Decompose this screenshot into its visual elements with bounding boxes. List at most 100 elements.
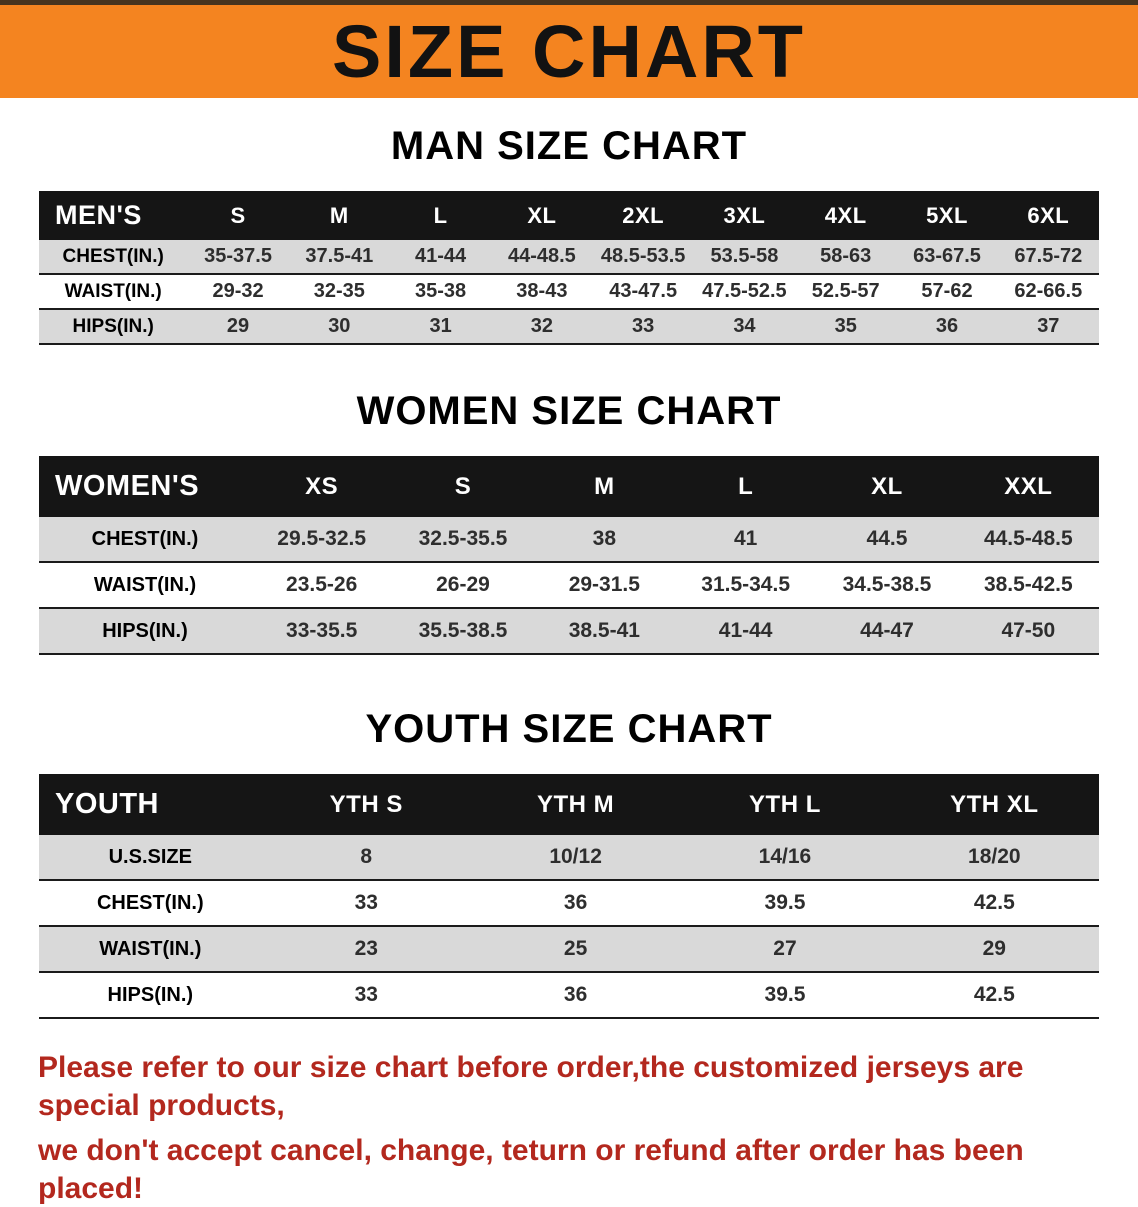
- youth-size-table: YOUTH YTH S YTH M YTH L YTH XL U.S.SIZE 8 10/12…: [39, 774, 1099, 1019]
- men-section-heading: MAN SIZE CHART: [390, 124, 748, 168]
- size-value-cell: 35: [795, 309, 897, 345]
- size-column-header: S: [187, 191, 289, 240]
- size-value-cell: 34.5-38.5: [816, 562, 958, 609]
- size-column-header: YTH M: [470, 774, 681, 835]
- size-value-cell: 47-50: [957, 608, 1099, 655]
- size-column-header: YTH XL: [889, 774, 1099, 835]
- size-value-cell: 23: [261, 926, 471, 973]
- table-row: HIPS(IN.) 29 30 31 32 33 34 35 36 37: [39, 309, 1099, 345]
- size-value-cell: 33-35.5: [251, 608, 393, 655]
- size-value-cell: 27: [680, 926, 890, 973]
- size-value-cell: 31: [389, 309, 492, 345]
- size-value-cell: 44.5: [816, 517, 958, 563]
- size-column-header: XXL: [957, 456, 1099, 517]
- size-column-header: L: [389, 191, 492, 240]
- size-value-cell: 35.5-38.5: [392, 608, 534, 655]
- row-label-cell: CHEST(IN.): [39, 517, 251, 563]
- size-value-cell: 36: [470, 972, 681, 1019]
- disclaimer-note: Please refer to our size chart before or…: [38, 1049, 1100, 1207]
- size-value-cell: 52.5-57: [795, 274, 897, 310]
- women-size-table: WOMEN'S XS S M L XL XXL CHEST(IN.) 29.5-32.5 32.5…: [39, 456, 1099, 655]
- size-value-cell: 18/20: [889, 835, 1099, 881]
- size-value-cell: 36: [896, 309, 998, 345]
- size-column-header: YTH L: [680, 774, 890, 835]
- table-row: U.S.SIZE 8 10/12 14/16 18/20: [39, 835, 1099, 881]
- size-value-cell: 29.5-32.5: [251, 517, 393, 563]
- youth-size-section: YOUTH SIZE CHART YOUTH YTH S YTH M YTH L YTH…: [0, 707, 1138, 1019]
- row-label-cell: CHEST(IN.): [39, 880, 262, 927]
- size-column-header: XS: [251, 456, 393, 517]
- size-column-header: S: [392, 456, 534, 517]
- table-row: CHEST(IN.) 33 36 39.5 42.5: [39, 880, 1099, 927]
- size-value-cell: 37: [997, 309, 1099, 345]
- size-column-header: 5XL: [896, 191, 998, 240]
- size-value-cell: 38.5-41: [533, 608, 675, 655]
- women-section-heading: WOMEN SIZE CHART: [356, 389, 782, 433]
- size-value-cell: 23.5-26: [251, 562, 393, 609]
- size-value-cell: 33: [261, 880, 471, 927]
- size-column-header: 2XL: [592, 191, 694, 240]
- top-border-line: [0, 0, 1138, 5]
- men-size-table: MEN'S S M L XL 2XL 3XL 4XL 5XL 6XL CHEST(IN.) 35-37…: [39, 191, 1099, 345]
- size-column-header: XL: [491, 191, 593, 240]
- table-header-row: MEN'S S M L XL 2XL 3XL 4XL 5XL 6XL: [39, 191, 1099, 240]
- size-value-cell: 32.5-35.5: [392, 517, 534, 563]
- row-label-cell: HIPS(IN.): [39, 608, 251, 655]
- size-value-cell: 41: [674, 517, 817, 563]
- size-value-cell: 43-47.5: [592, 274, 694, 310]
- row-label-cell: WAIST(IN.): [39, 926, 262, 973]
- youth-section-heading: YOUTH SIZE CHART: [365, 707, 773, 751]
- size-value-cell: 36: [470, 880, 681, 927]
- size-value-cell: 62-66.5: [997, 274, 1099, 310]
- size-value-cell: 57-62: [896, 274, 998, 310]
- size-column-header: L: [674, 456, 817, 517]
- table-header-row: YOUTH YTH S YTH M YTH L YTH XL: [39, 774, 1099, 835]
- size-value-cell: 39.5: [680, 972, 890, 1019]
- disclaimer-line-2: we don't accept cancel, change, teturn o…: [38, 1134, 1024, 1205]
- size-value-cell: 35-38: [389, 274, 492, 310]
- size-value-cell: 63-67.5: [896, 240, 998, 275]
- size-value-cell: 44-48.5: [491, 240, 593, 275]
- size-value-cell: 29-31.5: [533, 562, 675, 609]
- size-column-header: 3XL: [693, 191, 796, 240]
- size-value-cell: 31.5-34.5: [674, 562, 817, 609]
- size-value-cell: 48.5-53.5: [592, 240, 694, 275]
- size-column-header: M: [533, 456, 675, 517]
- size-value-cell: 42.5: [889, 972, 1099, 1019]
- size-value-cell: 41-44: [389, 240, 492, 275]
- size-value-cell: 34: [693, 309, 796, 345]
- table-corner-label: WOMEN'S: [39, 456, 251, 517]
- row-label-cell: WAIST(IN.): [39, 274, 188, 310]
- men-size-section: MAN SIZE CHART MEN'S S M L XL 2XL 3XL 4XL 5XL 6XL…: [0, 124, 1138, 345]
- size-column-header: 4XL: [795, 191, 897, 240]
- table-row: WAIST(IN.) 23.5-26 26-29 29-31.5 31.5-34.5 34…: [39, 562, 1099, 609]
- row-label-cell: HIPS(IN.): [39, 309, 188, 345]
- size-value-cell: 33: [592, 309, 694, 345]
- women-size-section: WOMEN SIZE CHART WOMEN'S XS S M L XL XXL CHEST(…: [0, 389, 1138, 655]
- size-value-cell: 37.5-41: [288, 240, 390, 275]
- size-value-cell: 26-29: [392, 562, 534, 609]
- table-row: HIPS(IN.) 33 36 39.5 42.5: [39, 972, 1099, 1019]
- page-title: SIZE CHART: [332, 9, 806, 93]
- table-row: CHEST(IN.) 35-37.5 37.5-41 41-44 44-48.5 48.5…: [39, 240, 1099, 275]
- size-value-cell: 32: [491, 309, 593, 345]
- size-column-header: 6XL: [997, 191, 1099, 240]
- size-value-cell: 44.5-48.5: [957, 517, 1099, 563]
- disclaimer-line-1: Please refer to our size chart before or…: [38, 1051, 1024, 1122]
- size-value-cell: 32-35: [288, 274, 390, 310]
- size-column-header: YTH S: [261, 774, 471, 835]
- table-row: HIPS(IN.) 33-35.5 35.5-38.5 38.5-41 41-44 44-…: [39, 608, 1099, 655]
- size-value-cell: 33: [261, 972, 471, 1019]
- table-row: CHEST(IN.) 29.5-32.5 32.5-35.5 38 41 44.5 44.5…: [39, 517, 1099, 563]
- size-column-header: XL: [816, 456, 958, 517]
- size-value-cell: 38: [533, 517, 675, 563]
- size-value-cell: 39.5: [680, 880, 890, 927]
- table-corner-label: MEN'S: [39, 191, 188, 240]
- size-value-cell: 42.5: [889, 880, 1099, 927]
- size-value-cell: 53.5-58: [693, 240, 796, 275]
- size-value-cell: 44-47: [816, 608, 958, 655]
- table-header-row: WOMEN'S XS S M L XL XXL: [39, 456, 1099, 517]
- size-value-cell: 29-32: [187, 274, 289, 310]
- table-corner-label: YOUTH: [39, 774, 262, 835]
